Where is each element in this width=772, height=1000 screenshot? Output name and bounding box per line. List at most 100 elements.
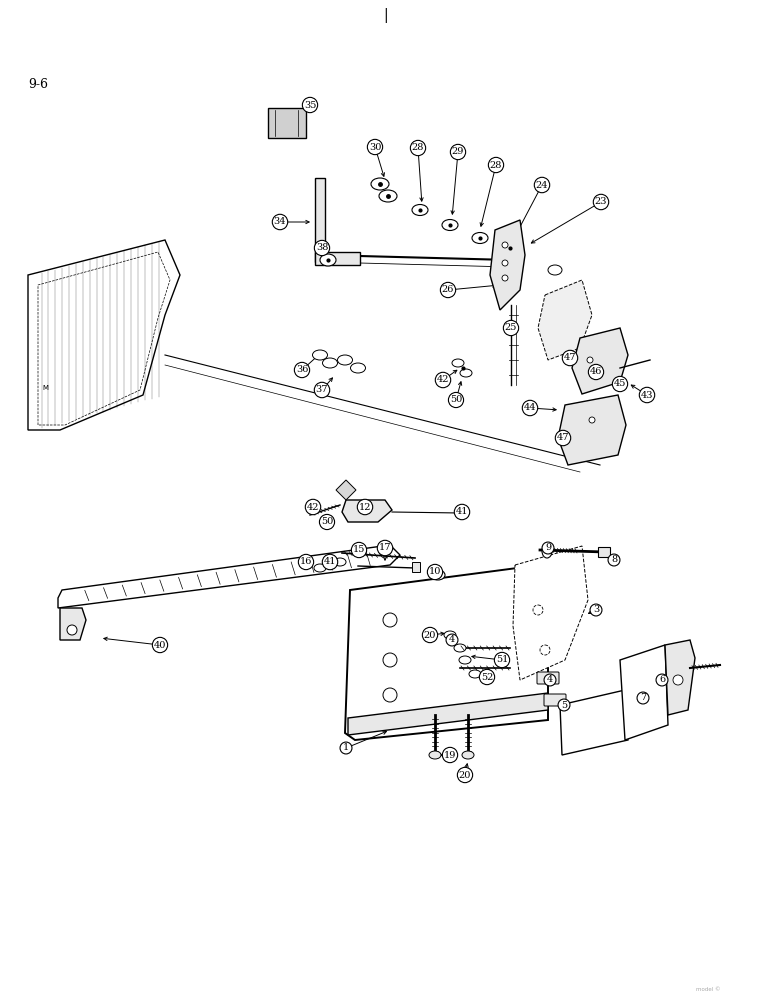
- Circle shape: [540, 645, 550, 655]
- Text: 28: 28: [411, 143, 424, 152]
- Ellipse shape: [460, 369, 472, 377]
- Text: 50: 50: [321, 518, 334, 526]
- Ellipse shape: [469, 670, 481, 678]
- Polygon shape: [315, 252, 360, 265]
- Text: 44: 44: [523, 403, 537, 412]
- FancyBboxPatch shape: [537, 672, 559, 684]
- Polygon shape: [58, 545, 400, 608]
- Text: 47: 47: [557, 434, 569, 442]
- Ellipse shape: [337, 355, 353, 365]
- Text: 40: 40: [154, 641, 166, 650]
- Ellipse shape: [442, 220, 458, 231]
- Text: 43: 43: [641, 390, 653, 399]
- Text: 8: 8: [611, 556, 617, 564]
- Polygon shape: [665, 640, 695, 715]
- FancyBboxPatch shape: [268, 108, 306, 138]
- Text: 37: 37: [316, 385, 328, 394]
- Ellipse shape: [455, 508, 469, 518]
- Polygon shape: [558, 395, 626, 465]
- Text: M: M: [42, 385, 48, 391]
- Polygon shape: [345, 565, 548, 740]
- Polygon shape: [490, 220, 525, 310]
- Circle shape: [383, 713, 397, 727]
- Circle shape: [673, 675, 683, 685]
- Circle shape: [533, 605, 543, 615]
- Text: 30: 30: [369, 142, 381, 151]
- Text: 6: 6: [659, 676, 665, 684]
- Text: 34: 34: [274, 218, 286, 227]
- Circle shape: [502, 260, 508, 266]
- Ellipse shape: [431, 570, 445, 580]
- Ellipse shape: [313, 350, 327, 360]
- Ellipse shape: [323, 358, 337, 368]
- Text: 23: 23: [594, 198, 608, 207]
- Text: 15: 15: [353, 546, 365, 554]
- Circle shape: [587, 357, 593, 363]
- Polygon shape: [315, 178, 325, 262]
- Circle shape: [383, 653, 397, 667]
- Text: 41: 41: [455, 508, 469, 516]
- Ellipse shape: [350, 363, 365, 373]
- Polygon shape: [572, 328, 628, 394]
- Text: 4: 4: [449, 636, 455, 645]
- Text: 51: 51: [496, 656, 508, 664]
- Text: 25: 25: [505, 324, 517, 332]
- Polygon shape: [342, 500, 392, 522]
- Polygon shape: [620, 645, 668, 740]
- Text: 47: 47: [564, 354, 576, 362]
- FancyBboxPatch shape: [598, 547, 610, 557]
- Ellipse shape: [452, 359, 464, 367]
- Circle shape: [502, 242, 508, 248]
- Ellipse shape: [334, 558, 346, 566]
- Text: 9: 9: [545, 544, 551, 552]
- Text: 5: 5: [561, 700, 567, 710]
- Ellipse shape: [371, 178, 389, 190]
- Text: 4: 4: [547, 676, 553, 684]
- Ellipse shape: [542, 544, 552, 558]
- Text: 42: 42: [437, 375, 449, 384]
- FancyBboxPatch shape: [412, 562, 420, 572]
- Ellipse shape: [429, 751, 441, 759]
- Ellipse shape: [502, 242, 518, 253]
- Text: 9-6: 9-6: [28, 78, 48, 91]
- Text: 50: 50: [450, 395, 462, 404]
- Text: 12: 12: [359, 502, 371, 512]
- Polygon shape: [28, 240, 180, 430]
- Ellipse shape: [454, 644, 466, 652]
- Circle shape: [383, 688, 397, 702]
- Polygon shape: [348, 693, 548, 735]
- Text: 10: 10: [428, 568, 441, 576]
- Ellipse shape: [459, 656, 471, 664]
- Text: 52: 52: [481, 672, 493, 682]
- Text: 20: 20: [459, 770, 471, 780]
- FancyBboxPatch shape: [544, 694, 566, 706]
- Text: |: |: [384, 8, 388, 23]
- Text: 45: 45: [614, 379, 626, 388]
- Circle shape: [502, 275, 508, 281]
- Text: 1: 1: [343, 744, 349, 752]
- Circle shape: [383, 613, 397, 627]
- Circle shape: [589, 417, 595, 423]
- Text: 26: 26: [442, 286, 454, 294]
- Text: 16: 16: [300, 558, 312, 566]
- Ellipse shape: [548, 265, 562, 275]
- Text: 17: 17: [379, 544, 391, 552]
- Text: 35: 35: [304, 101, 317, 109]
- Text: 42: 42: [306, 502, 320, 512]
- Text: 28: 28: [489, 160, 503, 169]
- Polygon shape: [560, 690, 628, 755]
- Text: 24: 24: [536, 180, 548, 190]
- Text: 7: 7: [640, 694, 646, 702]
- Ellipse shape: [320, 254, 336, 266]
- Text: 3: 3: [593, 605, 599, 614]
- Text: 36: 36: [296, 365, 308, 374]
- Ellipse shape: [379, 190, 397, 202]
- Text: 20: 20: [424, 631, 436, 640]
- Text: 19: 19: [444, 750, 456, 760]
- Text: 29: 29: [452, 147, 464, 156]
- Ellipse shape: [472, 232, 488, 243]
- Polygon shape: [336, 480, 356, 500]
- Circle shape: [67, 625, 77, 635]
- Ellipse shape: [462, 751, 474, 759]
- Ellipse shape: [444, 631, 456, 639]
